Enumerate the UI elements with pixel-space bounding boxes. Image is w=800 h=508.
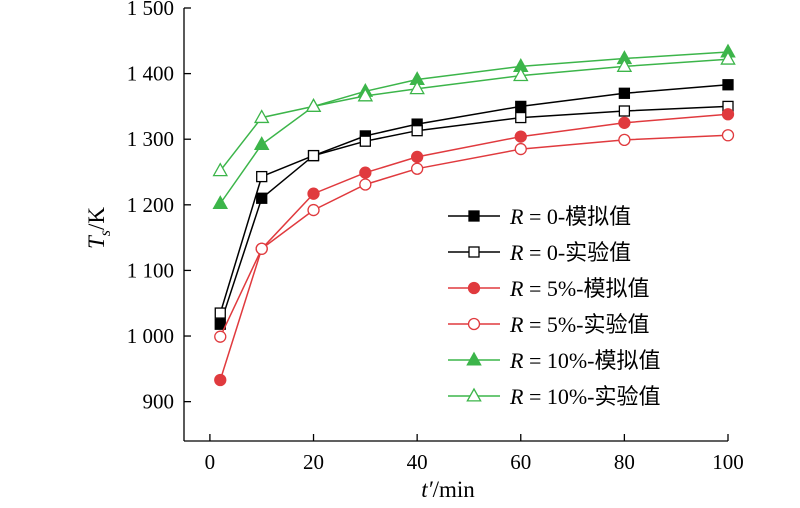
series-3 bbox=[214, 108, 735, 387]
data-point bbox=[255, 242, 268, 255]
data-point bbox=[410, 150, 424, 164]
legend-label: R = 10%-模拟值 bbox=[509, 348, 661, 373]
data-point bbox=[410, 162, 424, 175]
y-tick-label: 1 300 bbox=[127, 127, 174, 151]
data-point bbox=[307, 187, 320, 200]
data-point bbox=[514, 142, 527, 156]
data-point bbox=[307, 149, 320, 162]
data-point bbox=[305, 98, 322, 112]
data-point bbox=[253, 109, 270, 124]
y-tick-label: 1 400 bbox=[127, 62, 174, 86]
data-point bbox=[359, 166, 372, 179]
data-point bbox=[214, 373, 227, 387]
x-axis-ticks: 0 20 40 60 80 100 bbox=[205, 434, 744, 474]
series-line bbox=[219, 105, 729, 314]
x-tick-label: 60 bbox=[510, 450, 531, 474]
legend-label: R = 10%-实验值 bbox=[509, 384, 661, 409]
series-2 bbox=[214, 100, 734, 319]
x-tick-label: 80 bbox=[614, 450, 635, 474]
legend-label: R = 5%-模拟值 bbox=[509, 276, 650, 301]
series-layer bbox=[212, 43, 736, 387]
legend-label: R = 0-模拟值 bbox=[509, 204, 631, 229]
data-point bbox=[618, 116, 631, 129]
legend-marker bbox=[466, 351, 482, 366]
data-point bbox=[514, 130, 527, 143]
data-point bbox=[256, 170, 268, 183]
legend-marker bbox=[467, 281, 481, 295]
data-point bbox=[253, 136, 270, 151]
data-point bbox=[359, 135, 371, 147]
data-point bbox=[722, 79, 734, 91]
legend-item: R = 10%-实验值 bbox=[448, 384, 661, 409]
series-line bbox=[219, 51, 729, 204]
data-point bbox=[721, 108, 735, 121]
y-axis-ticks: 900 1 000 1 100 1 200 1 300 1 400 1 500 bbox=[127, 0, 191, 414]
data-point bbox=[411, 125, 423, 137]
data-point bbox=[214, 330, 227, 343]
x-tick-label: 20 bbox=[303, 450, 324, 474]
x-tick-label: 40 bbox=[407, 450, 428, 474]
series-line bbox=[219, 84, 729, 325]
legend-label: R = 0-实验值 bbox=[509, 240, 631, 265]
data-point bbox=[618, 87, 631, 99]
data-point bbox=[214, 307, 226, 319]
data-point bbox=[359, 178, 372, 191]
plot-area: 900 1 000 1 100 1 200 1 300 1 400 1 500 0 20 40 6… bbox=[127, 0, 744, 474]
legend-marker bbox=[467, 317, 481, 331]
legend-marker bbox=[466, 387, 482, 402]
series-6 bbox=[212, 50, 736, 177]
y-tick-label: 900 bbox=[143, 390, 175, 414]
y-tick-label: 1 200 bbox=[127, 193, 174, 217]
data-point bbox=[212, 162, 229, 177]
legend-item: R = 0-实验值 bbox=[448, 240, 631, 265]
data-point bbox=[616, 58, 633, 72]
y-tick-label: 1 500 bbox=[127, 0, 174, 20]
legend-item: R = 0-模拟值 bbox=[448, 204, 631, 229]
data-point bbox=[721, 129, 735, 142]
series-4 bbox=[214, 129, 735, 343]
y-axis-label: Ts/K bbox=[84, 207, 114, 249]
y-tick-label: 1 000 bbox=[127, 324, 174, 348]
series-5 bbox=[212, 43, 736, 210]
data-point bbox=[618, 133, 631, 147]
x-tick-label: 100 bbox=[712, 450, 744, 474]
series-line bbox=[219, 58, 729, 172]
data-point bbox=[409, 80, 425, 95]
data-point bbox=[720, 50, 736, 65]
y-tick-label: 1 100 bbox=[127, 258, 174, 282]
legend: R = 0-模拟值 R = 0-实验值 R = 5%-模拟值 R = 5%-实验值 R … bbox=[448, 204, 661, 409]
data-point bbox=[515, 111, 527, 124]
data-point bbox=[212, 195, 229, 210]
series-line bbox=[219, 134, 729, 338]
legend-item: R = 5%-实验值 bbox=[448, 312, 650, 337]
data-point bbox=[357, 87, 374, 102]
legend-label: R = 5%-实验值 bbox=[509, 312, 650, 337]
legend-marker bbox=[468, 246, 480, 258]
data-point bbox=[307, 203, 320, 217]
data-point bbox=[618, 105, 631, 117]
data-point bbox=[256, 192, 268, 204]
legend-marker bbox=[468, 210, 480, 222]
legend-item: R = 5%-模拟值 bbox=[448, 276, 650, 301]
data-point bbox=[515, 100, 527, 113]
data-point bbox=[513, 67, 529, 82]
x-tick-label: 0 bbox=[205, 450, 216, 474]
legend-item: R = 10%-模拟值 bbox=[448, 348, 661, 373]
series-line bbox=[219, 113, 729, 381]
data-point bbox=[214, 318, 226, 330]
x-axis-label: t′/min bbox=[421, 477, 475, 502]
